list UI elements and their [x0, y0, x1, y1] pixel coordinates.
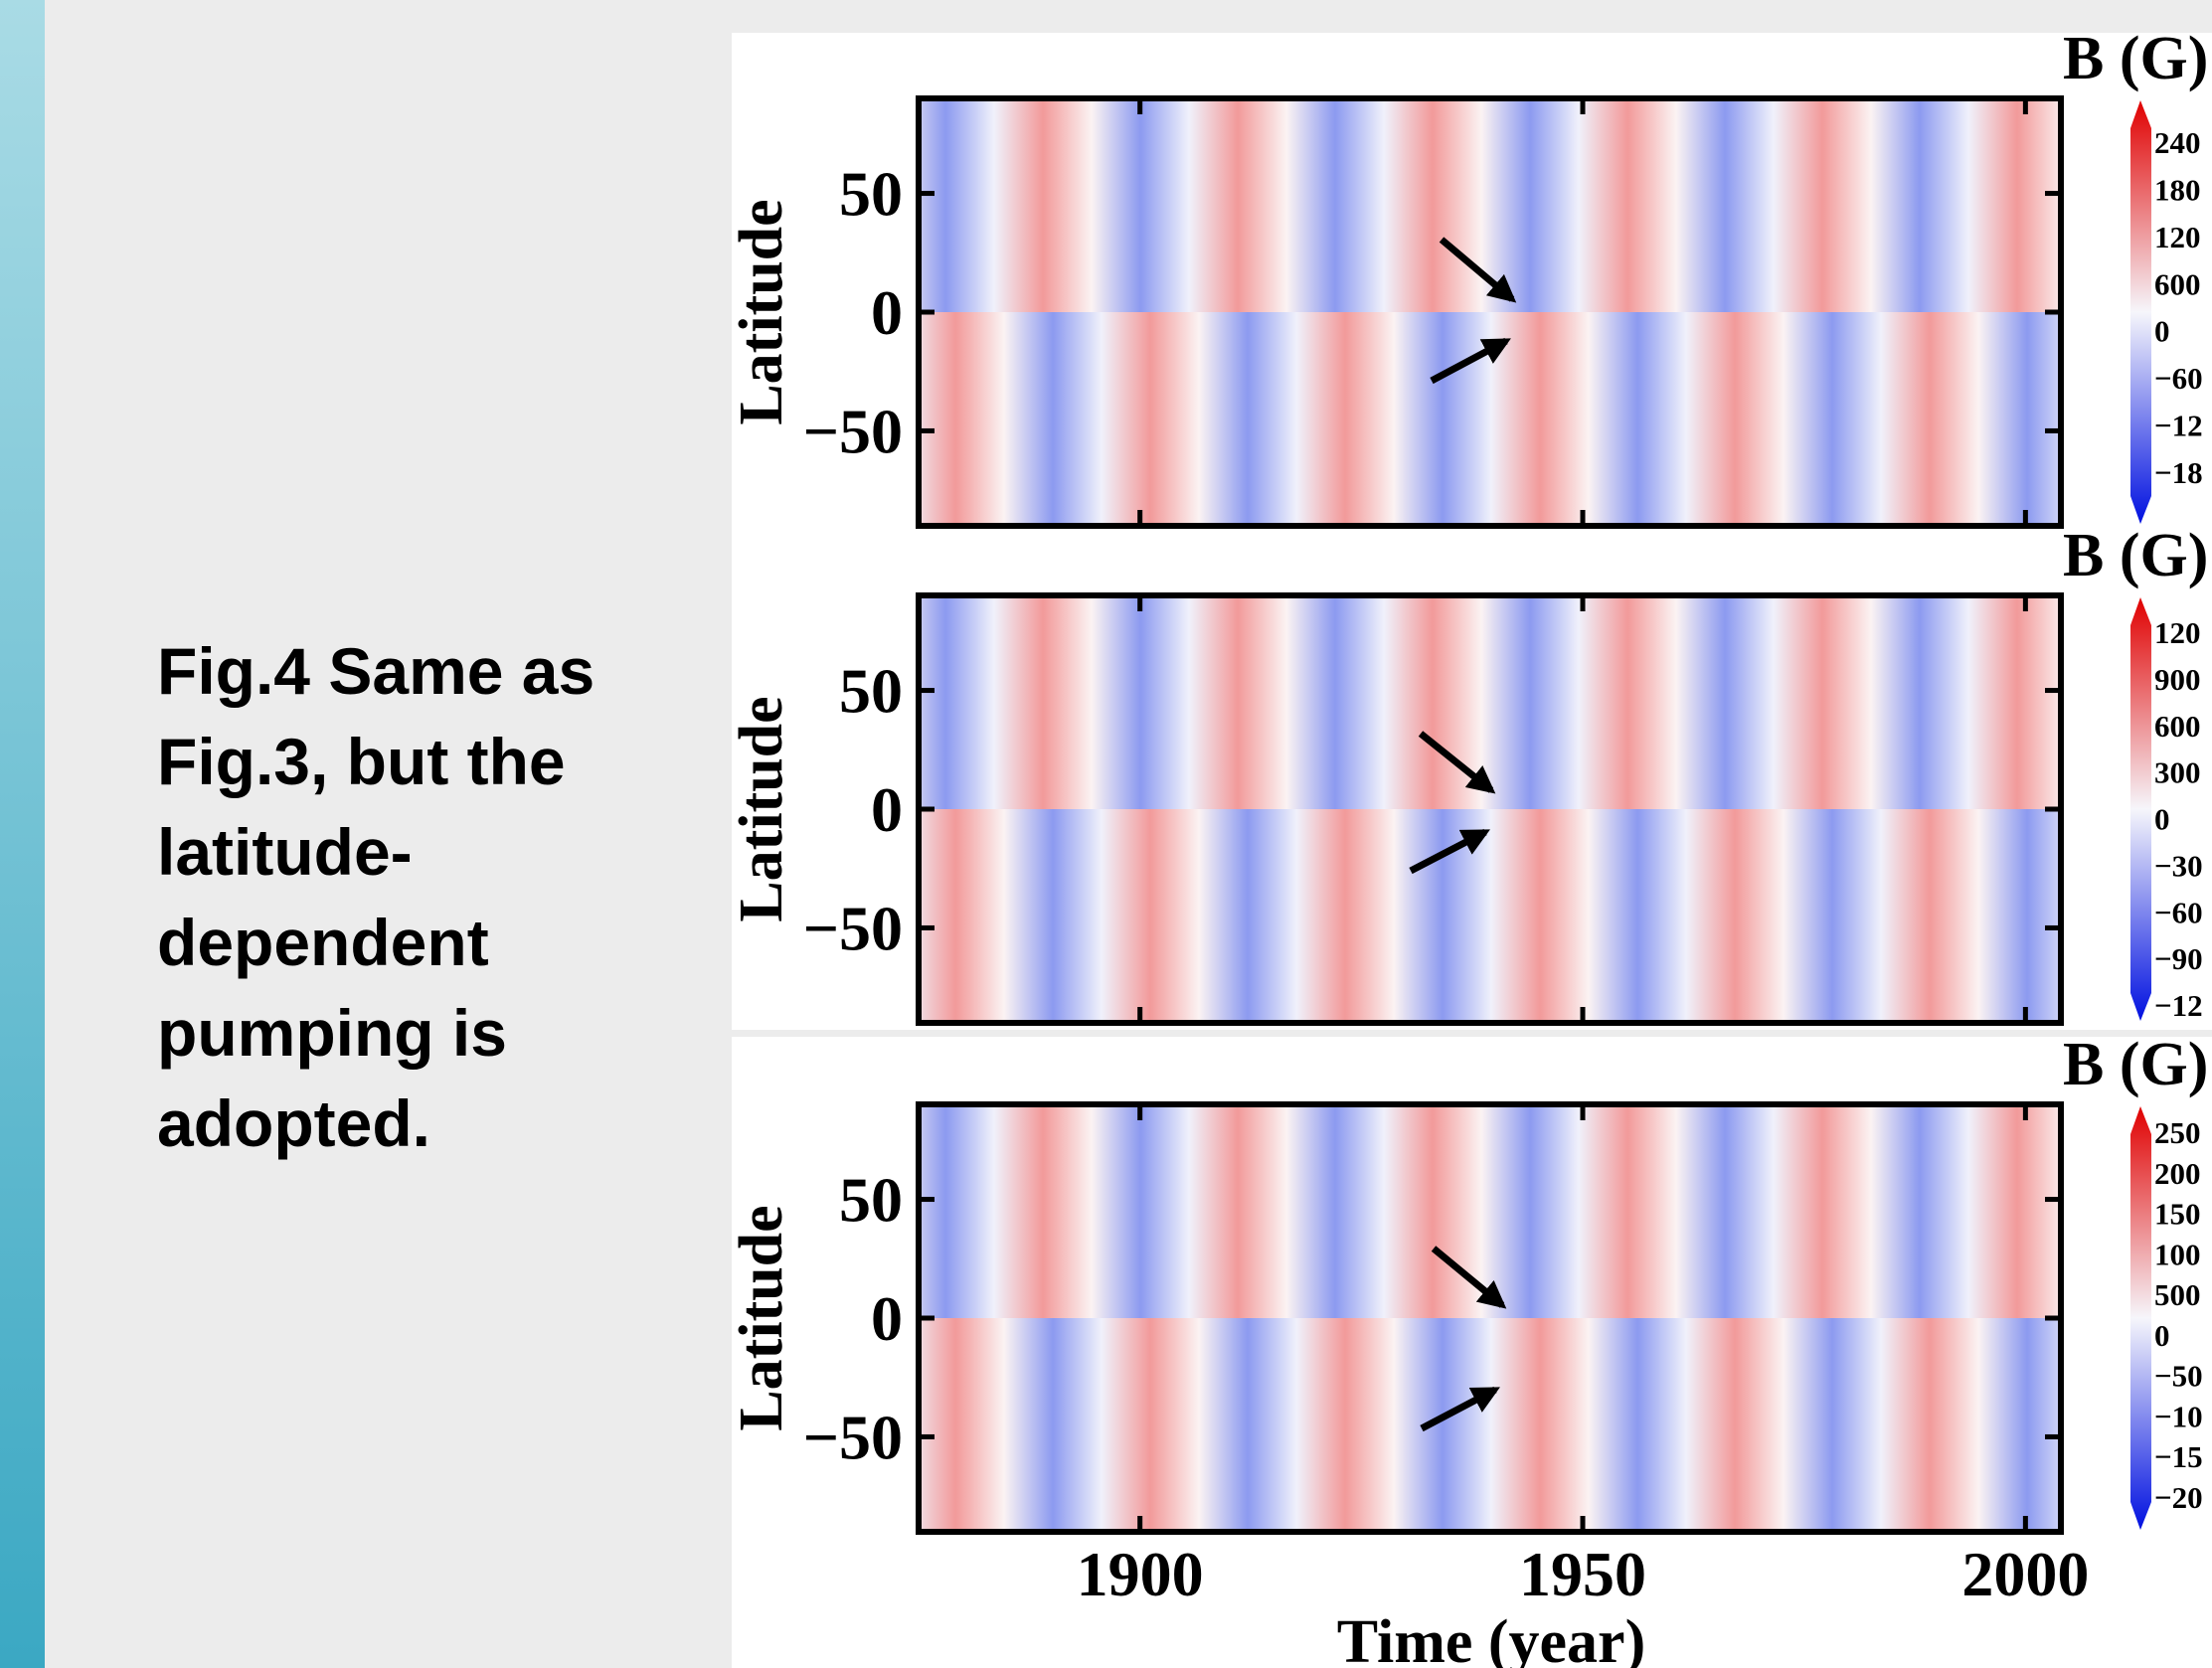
side-stripe — [0, 0, 45, 1668]
colorbar-label: 150 — [2154, 1197, 2201, 1232]
colorbar-label: 0 — [2154, 1318, 2170, 1353]
y-tick-label: −50 — [803, 1402, 903, 1472]
colorbar-label: 120 — [2154, 615, 2201, 650]
y-tick-label: 0 — [871, 277, 903, 348]
arrow — [1431, 1246, 1507, 1309]
colorbar-label: −60 — [2154, 895, 2203, 929]
x-tick-label: 1950 — [1519, 1539, 1646, 1609]
heatmap-south — [919, 809, 2061, 1023]
y-tick-label: 50 — [839, 656, 903, 727]
colorbar-label: 600 — [2154, 266, 2201, 301]
arrow — [1439, 237, 1517, 303]
y-tick-label: −50 — [803, 893, 903, 963]
colorbar-label: 600 — [2154, 709, 2201, 744]
colorbar-label: −60 — [2154, 361, 2203, 396]
colorbar-label: −12 — [2154, 409, 2203, 443]
colorbar-label: −15 — [2154, 1439, 2203, 1474]
colorbar-label: −90 — [2154, 941, 2203, 976]
colorbar-title: B (G) — [2063, 1031, 2208, 1098]
heatmap-south — [919, 1318, 2061, 1532]
colorbar-label: 500 — [2154, 1277, 2201, 1312]
colorbar-label: −12 — [2154, 988, 2203, 1023]
colorbar-label: 0 — [2154, 802, 2170, 837]
colorbar-label: 120 — [2154, 220, 2201, 254]
arrows — [1409, 237, 1517, 1432]
arrow — [1418, 731, 1496, 794]
colorbar-label: 900 — [2154, 662, 2201, 697]
y-tick-label: 50 — [839, 1165, 903, 1236]
heatmap-north — [919, 1104, 2061, 1318]
arrow — [1420, 1386, 1500, 1432]
colorbar-label: 180 — [2154, 172, 2201, 207]
colorbar — [2130, 597, 2151, 1021]
heatmap-north — [919, 595, 2061, 809]
x-tick-label: 2000 — [1961, 1539, 2089, 1609]
colorbar-title: B (G) — [2063, 522, 2208, 589]
colorbar-label: 0 — [2154, 314, 2170, 349]
y-axis-label: Latitude — [728, 696, 795, 921]
y-axis-label: Latitude — [728, 1205, 795, 1430]
y-tick-label: 50 — [839, 159, 903, 230]
y-tick-label: −50 — [803, 396, 903, 466]
colorbar-label: −50 — [2154, 1359, 2203, 1394]
y-axis-label: Latitude — [728, 199, 795, 424]
colorbar-label: 100 — [2154, 1237, 2201, 1271]
x-tick-label: 1900 — [1077, 1539, 1204, 1609]
colorbar-label: 200 — [2154, 1156, 2201, 1191]
divider — [732, 1030, 2212, 1037]
y-tick-label: 0 — [871, 1283, 903, 1354]
colorbar — [2130, 1106, 2151, 1530]
y-tick-label: 0 — [871, 774, 903, 845]
colorbar-label: −20 — [2154, 1480, 2203, 1515]
x-axis-label: Time (year) — [1337, 1608, 1645, 1668]
heatmap-south — [919, 312, 2061, 526]
colorbar-label: −30 — [2154, 848, 2203, 883]
colorbar-label: −10 — [2154, 1399, 2203, 1433]
colorbar-label: −18 — [2154, 455, 2203, 490]
arrow — [1409, 828, 1490, 875]
caption: Fig.4 Same as Fig.3, but the latitude-de… — [157, 634, 596, 1160]
colorbar-label: 250 — [2154, 1115, 2201, 1150]
colorbar-label: 240 — [2154, 125, 2201, 160]
colorbar-label: 300 — [2154, 755, 2201, 790]
colorbar-title: B (G) — [2063, 25, 2208, 92]
arrow — [1430, 337, 1511, 385]
colorbar — [2130, 100, 2151, 524]
